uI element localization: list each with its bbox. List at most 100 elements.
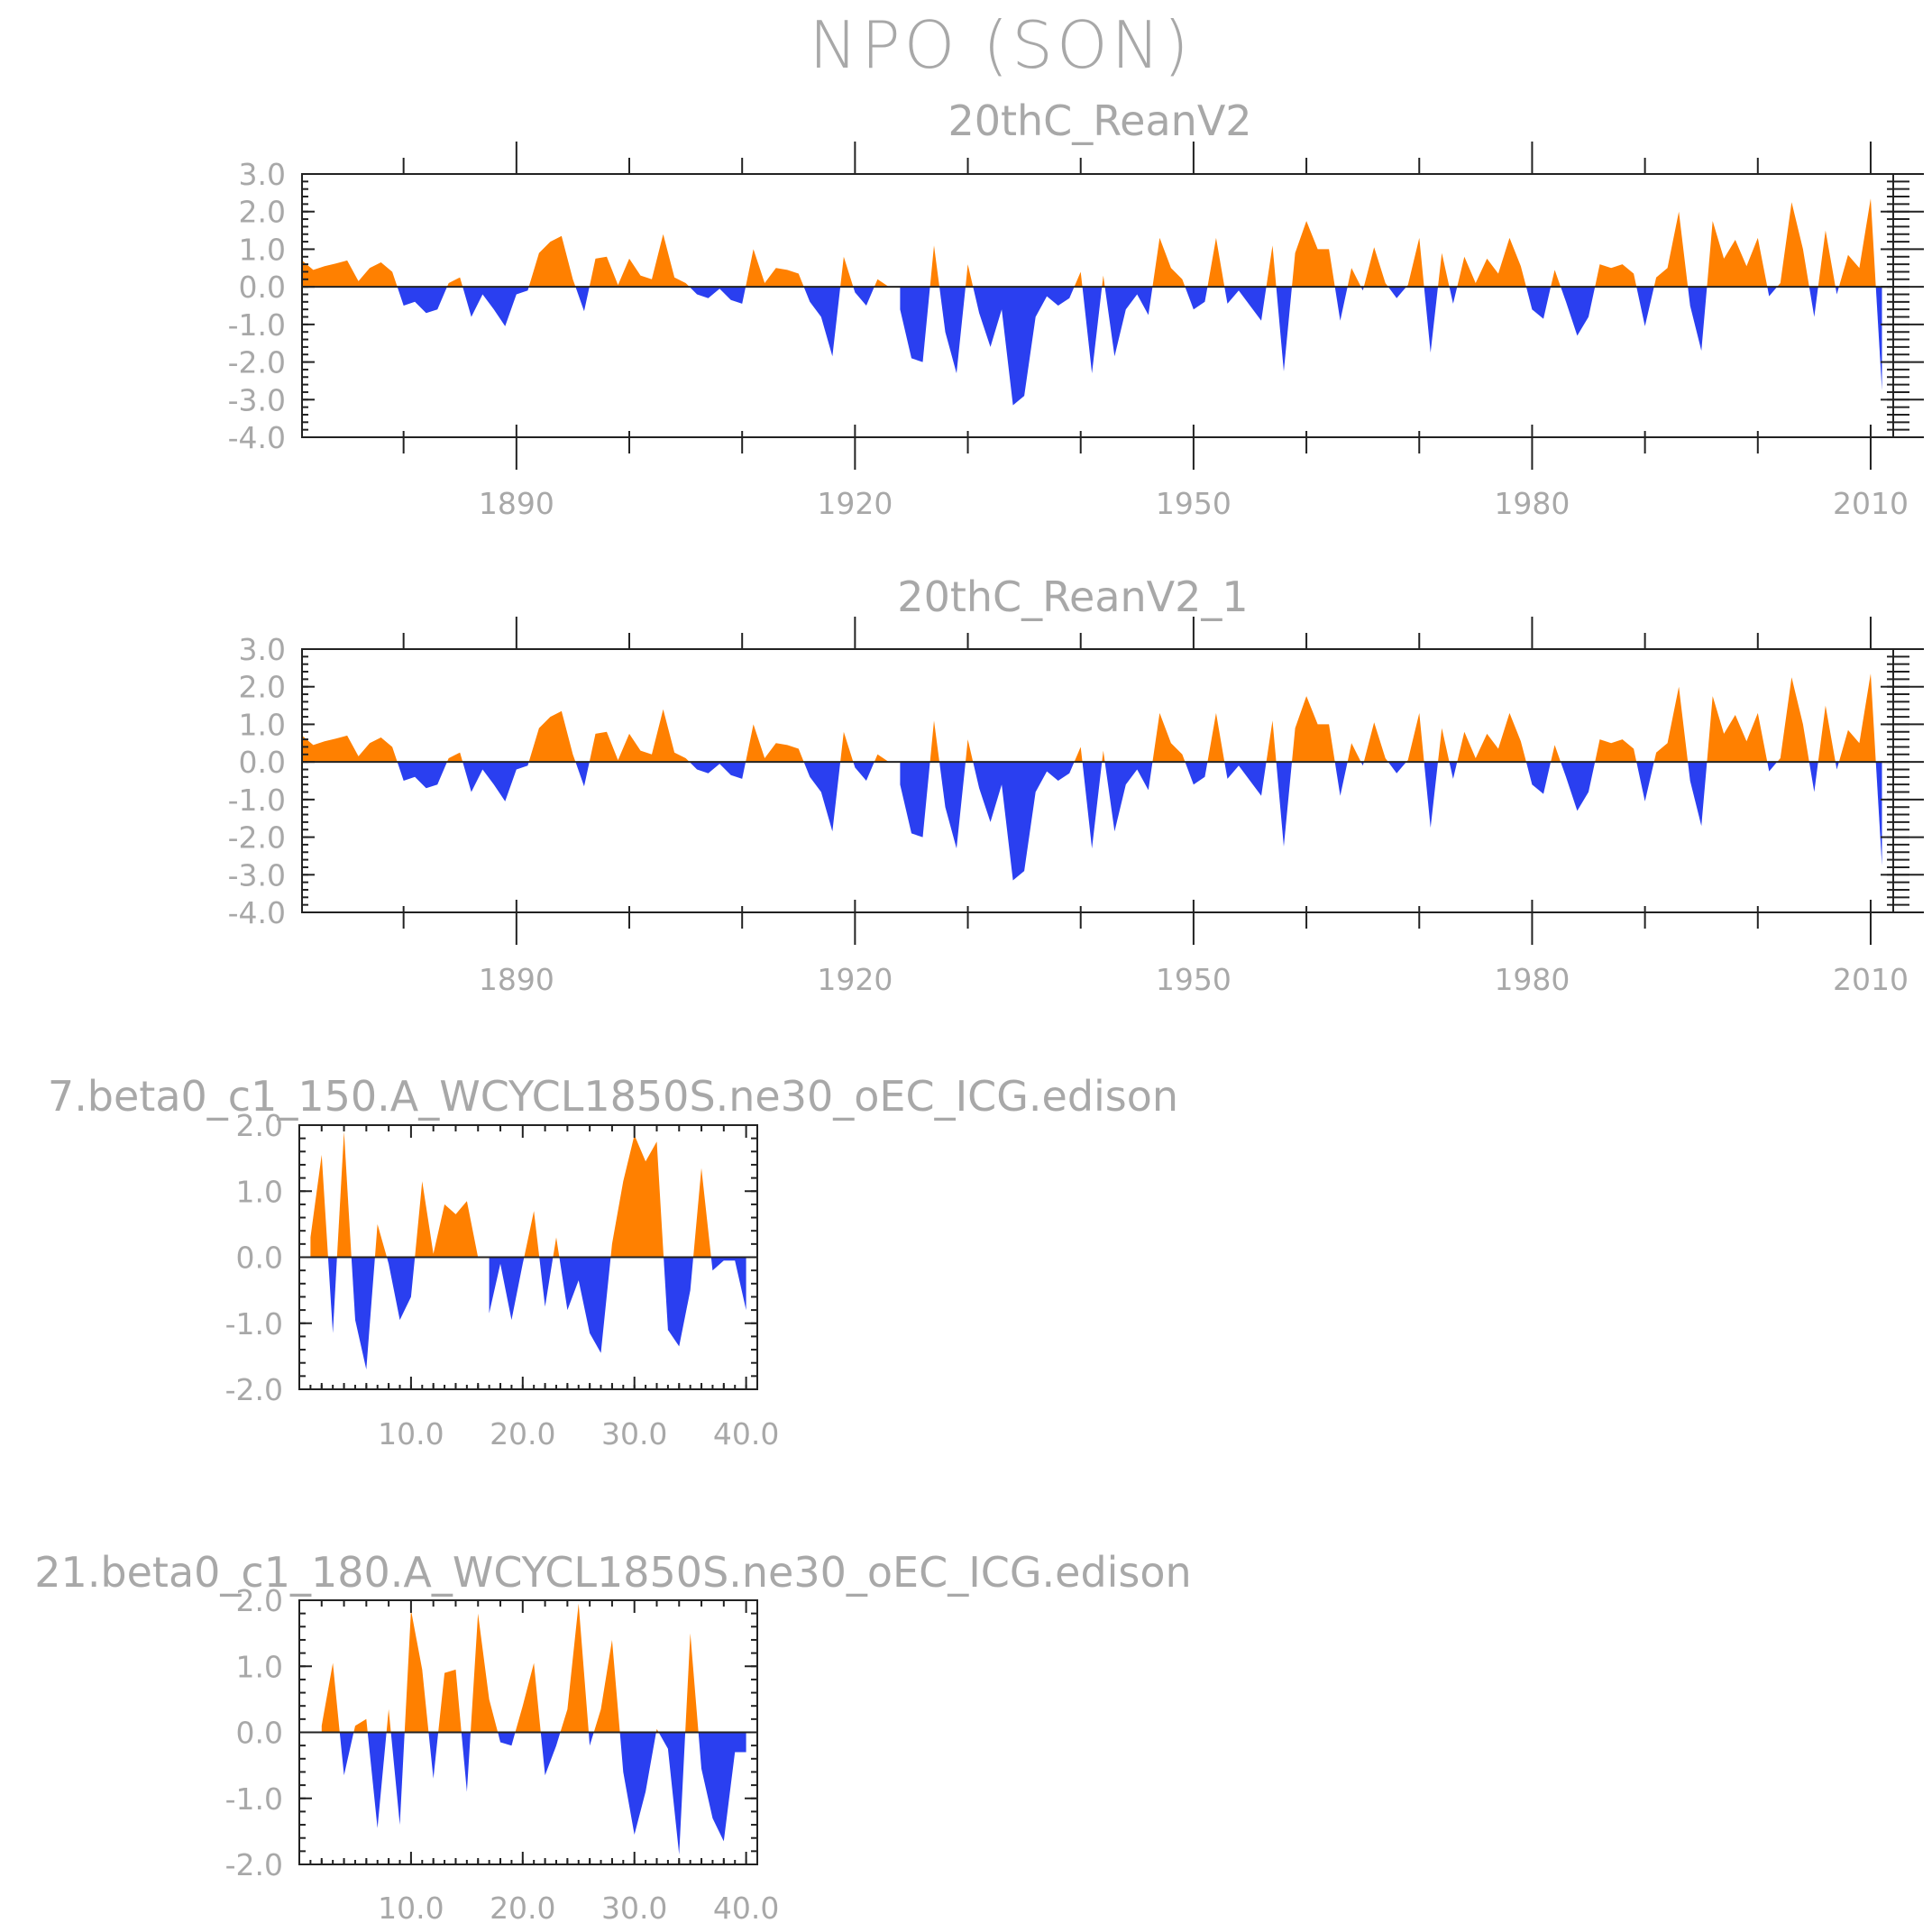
y-tick-label: 3.0 [239, 632, 286, 667]
x-tick-label: 1980 [1494, 486, 1570, 521]
negative-area [973, 287, 1075, 406]
positive-area [524, 1211, 540, 1258]
negative-area [1835, 287, 1839, 295]
negative-area [1387, 762, 1406, 774]
positive-area [589, 234, 690, 288]
positive-area [560, 1603, 589, 1733]
positive-area [1653, 211, 1689, 288]
negative-area [462, 762, 529, 801]
positive-area [404, 1610, 429, 1733]
negative-area [1767, 287, 1778, 297]
x-tick-label: 1980 [1494, 962, 1570, 997]
negative-area [900, 287, 930, 362]
positive-area [336, 1131, 352, 1258]
positive-area [1595, 264, 1637, 288]
positive-area [589, 709, 690, 763]
positive-area [966, 739, 974, 763]
positive-area [685, 1633, 699, 1733]
negative-area [367, 1732, 387, 1828]
negative-area [428, 1732, 439, 1779]
positive-area [438, 1669, 462, 1733]
positive-area [1707, 221, 1768, 288]
negative-area [689, 287, 746, 304]
positive-area [1266, 720, 1277, 763]
x-tick-label: 30.0 [601, 1416, 667, 1451]
y-tick-label: 2.0 [236, 1583, 283, 1618]
x-tick-label: 10.0 [378, 1891, 444, 1923]
negative-area [1104, 762, 1153, 832]
positive-area [1152, 712, 1186, 763]
y-tick-label: -1.0 [228, 783, 286, 818]
positive-area [1838, 673, 1876, 763]
negative-area [462, 287, 529, 326]
positive-area [1818, 705, 1836, 763]
negative-area [803, 287, 841, 357]
negative-area [1185, 762, 1208, 785]
figure-title: NPO (SON) [809, 7, 1192, 83]
negative-area [1875, 287, 1882, 390]
negative-area [1835, 762, 1839, 770]
negative-area [658, 1732, 686, 1854]
positive-area [1102, 750, 1105, 763]
positive-area [1363, 247, 1388, 288]
negative-area [853, 762, 874, 781]
negative-area [498, 1732, 516, 1746]
positive-area [1438, 728, 1450, 763]
positive-area [1595, 739, 1637, 763]
positive-area [1551, 745, 1561, 763]
y-tick-label: -1.0 [225, 1306, 283, 1342]
negative-area [1561, 762, 1596, 811]
positive-area [1838, 198, 1876, 288]
x-tick-label: 2010 [1833, 486, 1909, 521]
y-tick-label: 0.0 [239, 745, 286, 780]
negative-area [1449, 762, 1458, 779]
negative-area [1767, 762, 1778, 772]
negative-area [1082, 287, 1103, 374]
positive-area [1363, 722, 1388, 763]
negative-area [397, 287, 447, 314]
negative-area [1636, 762, 1654, 801]
negative-area [351, 1257, 375, 1369]
positive-area [553, 1237, 560, 1258]
negative-area [1561, 287, 1596, 336]
negative-area [853, 287, 874, 306]
negative-area [327, 1257, 337, 1333]
y-tick-label: 2.0 [236, 1108, 283, 1143]
chart-panel-1: 20thC_ReanV2 -4.0-3.0-2.0-1.00.01.02.03.0… [228, 96, 1924, 521]
positive-area [528, 710, 576, 763]
negative-area [689, 762, 746, 779]
positive-area [302, 735, 398, 763]
positive-area [1777, 677, 1809, 763]
positive-area [386, 1708, 391, 1733]
panel-title: 20thC_ReanV2 [948, 96, 1251, 145]
positive-area [1707, 696, 1768, 763]
y-tick-label: 0.0 [239, 270, 286, 305]
positive-area [374, 1223, 388, 1258]
x-tick-label: 30.0 [601, 1891, 667, 1923]
negative-area [664, 1257, 693, 1347]
chart-panel-4: 21.beta0_c1_180.A_WCYCL1850S.ne30_oEC_IC… [34, 1548, 1191, 1923]
positive-area [746, 724, 804, 763]
positive-area [528, 235, 576, 288]
y-tick-label: -3.0 [228, 382, 286, 417]
negative-area [559, 1257, 611, 1353]
positive-area [1457, 237, 1526, 288]
y-tick-label: -1.0 [228, 307, 286, 343]
negative-area [1808, 762, 1818, 792]
negative-area [540, 1732, 561, 1776]
positive-area [1818, 230, 1836, 288]
y-tick-label: 1.0 [239, 707, 286, 742]
negative-area [1525, 762, 1552, 794]
negative-area [1276, 762, 1292, 847]
y-tick-label: 2.0 [239, 670, 286, 705]
panel-title: 20thC_ReanV2_1 [897, 572, 1248, 621]
positive-area [1207, 712, 1225, 763]
positive-area [1207, 237, 1225, 288]
negative-area [900, 762, 930, 838]
negative-area [1334, 287, 1348, 321]
positive-area [353, 1718, 368, 1733]
positive-area [1406, 237, 1424, 288]
y-tick-label: -4.0 [228, 895, 286, 930]
y-tick-label: 0.0 [236, 1716, 283, 1751]
